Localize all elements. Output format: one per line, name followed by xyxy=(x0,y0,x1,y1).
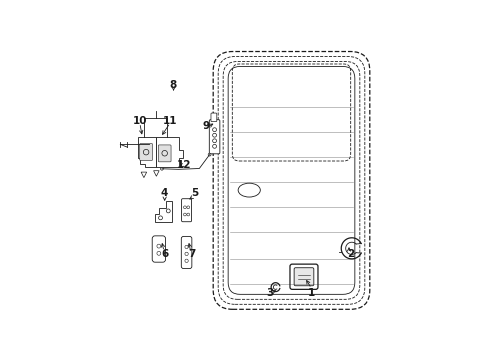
Text: 12: 12 xyxy=(177,160,191,170)
Polygon shape xyxy=(153,171,159,176)
FancyBboxPatch shape xyxy=(293,268,313,286)
FancyBboxPatch shape xyxy=(210,113,216,122)
FancyBboxPatch shape xyxy=(158,145,171,162)
Text: 4: 4 xyxy=(161,188,168,198)
Text: 5: 5 xyxy=(191,188,199,198)
Text: 9: 9 xyxy=(203,121,209,131)
FancyBboxPatch shape xyxy=(152,236,165,262)
Text: 10: 10 xyxy=(132,116,147,126)
Text: 2: 2 xyxy=(346,249,353,259)
FancyBboxPatch shape xyxy=(289,264,317,289)
Text: 8: 8 xyxy=(169,80,176,90)
Polygon shape xyxy=(155,201,171,222)
Circle shape xyxy=(208,153,210,156)
PathPatch shape xyxy=(228,67,354,294)
FancyBboxPatch shape xyxy=(181,199,191,222)
Text: 3: 3 xyxy=(266,288,273,298)
Text: 11: 11 xyxy=(163,116,177,126)
Text: 7: 7 xyxy=(188,249,196,259)
Polygon shape xyxy=(156,138,183,167)
Text: 6: 6 xyxy=(161,249,168,259)
FancyBboxPatch shape xyxy=(181,237,191,269)
Text: 1: 1 xyxy=(307,288,315,298)
Circle shape xyxy=(160,167,163,170)
FancyBboxPatch shape xyxy=(140,144,152,161)
FancyBboxPatch shape xyxy=(209,120,220,154)
Polygon shape xyxy=(141,172,146,177)
Polygon shape xyxy=(138,138,156,167)
